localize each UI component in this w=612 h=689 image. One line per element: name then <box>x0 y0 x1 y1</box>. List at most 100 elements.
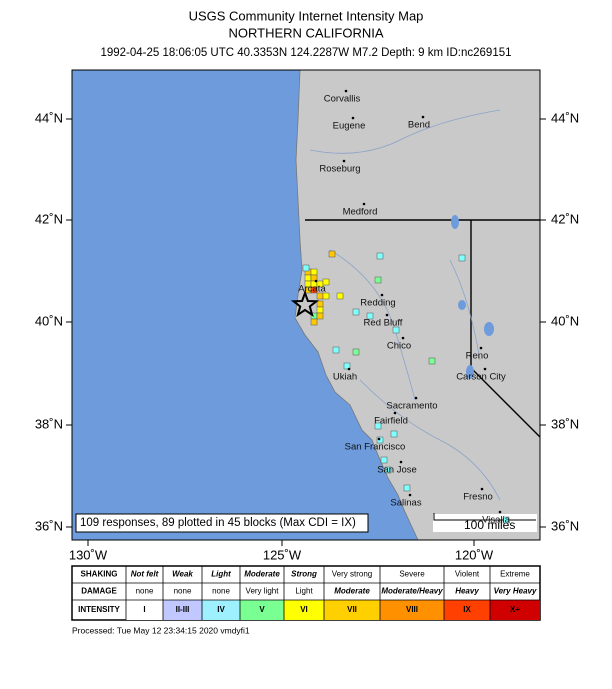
map <box>72 70 540 540</box>
cdi-block <box>376 436 384 444</box>
cdi-block <box>302 264 310 272</box>
scale-label: 100 miles <box>464 518 515 532</box>
cdi-block <box>310 286 318 294</box>
map-frame <box>71 69 541 541</box>
lon-label: 125˚W <box>263 547 302 562</box>
lake <box>466 365 474 379</box>
legend-cell: Weak <box>172 570 193 579</box>
legend-cell: Strong <box>291 570 317 579</box>
cdi-block <box>322 278 330 286</box>
city-dot <box>385 313 389 317</box>
legend-cell: X+ <box>510 605 520 614</box>
city-label: Reno <box>466 351 489 362</box>
city-dot <box>377 437 381 441</box>
city-label: Eugene <box>333 121 366 132</box>
cdi-block <box>328 250 336 258</box>
cdi-block <box>384 466 392 474</box>
legend-cell: none <box>174 587 192 596</box>
city-label: Carson City <box>456 372 506 383</box>
cdi-block <box>352 348 360 356</box>
city-label: Roseburg <box>319 164 360 175</box>
intensity-swatch <box>240 600 284 620</box>
city-label: San Jose <box>377 465 417 476</box>
legend-cell: VI <box>300 605 308 614</box>
city-dot <box>421 115 425 119</box>
lat-label: 36˚N <box>551 518 579 533</box>
lat-label: 40˚N <box>35 313 63 328</box>
cdi-block <box>502 516 510 524</box>
lat-label: 42˚N <box>551 211 579 226</box>
cdi-block <box>390 430 398 438</box>
city-label: Medford <box>343 207 378 218</box>
city-dot <box>483 367 487 371</box>
city-dot <box>401 336 405 340</box>
lake <box>458 300 466 310</box>
legend-cell: Very Heavy <box>494 587 537 596</box>
legend-row-label: INTENSITY <box>78 605 120 614</box>
city-label: Salinas <box>390 498 421 509</box>
city-label: Fresno <box>463 492 493 503</box>
city-label: Fairfield <box>374 416 408 427</box>
city-dot <box>399 460 403 464</box>
cdi-block <box>316 300 324 308</box>
scale-bar <box>433 513 536 521</box>
intensity-swatch <box>444 600 490 620</box>
cdi-block <box>428 357 436 365</box>
cdi-block <box>380 456 388 464</box>
cdi-block <box>366 312 374 320</box>
footer: Processed: Tue May 12 23:34:15 2020 vmdy… <box>72 625 250 635</box>
legend-cell: Moderate/Heavy <box>381 587 443 596</box>
legend-cell: Light <box>211 570 231 579</box>
city-label: Red Bluff <box>364 318 403 329</box>
cdi-block <box>310 268 318 276</box>
intensity-swatch <box>163 600 202 620</box>
region: NORTHERN CALIFORNIA <box>228 25 383 40</box>
responses-note: 109 responses, 89 plotted in 45 blocks (… <box>80 517 356 529</box>
intensity-swatch <box>324 600 380 620</box>
cdi-block <box>374 422 382 430</box>
intensity-swatch <box>126 600 163 620</box>
city-label: Ukiah <box>333 372 357 383</box>
intensity-swatch <box>490 600 540 620</box>
city-dot <box>342 159 346 163</box>
lake <box>484 322 494 336</box>
cdi-block <box>458 254 466 262</box>
legend-cell: IV <box>217 605 225 614</box>
city-dot <box>362 202 366 206</box>
cdi-block <box>392 326 400 334</box>
legend-cell: Moderate <box>334 587 370 596</box>
legend-row-label: SHAKING <box>81 570 118 579</box>
cdi-block <box>304 274 312 282</box>
epicenter <box>290 290 320 318</box>
legend-cell: Not felt <box>131 570 159 579</box>
legend-cell: Moderate <box>244 570 280 579</box>
city-label: Visalia <box>482 515 511 526</box>
cdi-block <box>403 484 411 492</box>
legend-cell: none <box>136 587 154 596</box>
legend-cell: Light <box>295 587 313 596</box>
city-label: Chico <box>387 341 411 352</box>
city-dot <box>380 293 384 297</box>
city-dot <box>479 346 483 350</box>
intensity-swatch <box>380 600 444 620</box>
lat-label: 44˚N <box>551 110 579 125</box>
legend-cell: Severe <box>399 570 425 579</box>
land <box>294 70 540 540</box>
lat-label: 36˚N <box>35 518 63 533</box>
scale-box <box>433 514 537 532</box>
city-label: Bend <box>408 120 430 131</box>
city-dot <box>480 487 484 491</box>
legend-row-label: DAMAGE <box>81 587 117 596</box>
city-dot <box>498 510 502 514</box>
legend-cell: Very light <box>246 587 280 596</box>
city-label: Redding <box>360 298 395 309</box>
cdi-block <box>316 306 324 314</box>
legend-cell: II-III <box>176 605 190 614</box>
cdi-block <box>343 362 351 370</box>
city-label: Arcata <box>298 284 326 295</box>
city-label: Corvallis <box>324 94 361 105</box>
city-dot <box>414 396 418 400</box>
city-label: Sacramento <box>386 401 437 412</box>
event-info: 1992-04-25 18:06:05 UTC 40.3353N 124.228… <box>100 47 511 59</box>
intensity-swatch <box>284 600 324 620</box>
